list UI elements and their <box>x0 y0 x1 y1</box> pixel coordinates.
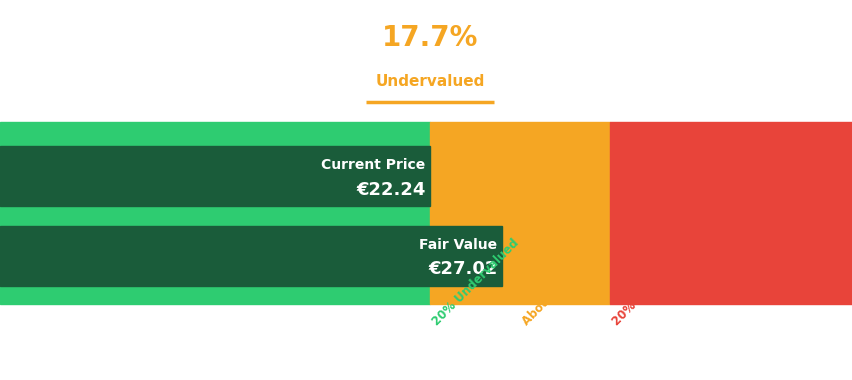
Text: 20% Undervalued: 20% Undervalued <box>429 236 521 328</box>
Text: Undervalued: Undervalued <box>375 74 484 89</box>
Text: €22.24: €22.24 <box>356 180 425 199</box>
Text: Current Price: Current Price <box>321 158 425 173</box>
Bar <box>0 146 429 206</box>
Text: About Right: About Right <box>519 263 584 328</box>
Text: Fair Value: Fair Value <box>418 238 497 252</box>
Bar <box>609 122 852 304</box>
Bar <box>0 122 429 304</box>
Bar <box>429 122 609 304</box>
Bar <box>0 226 501 286</box>
Text: €27.02: €27.02 <box>428 260 497 278</box>
Text: 20% Overvalued: 20% Overvalued <box>609 242 694 328</box>
Text: 17.7%: 17.7% <box>382 24 477 52</box>
